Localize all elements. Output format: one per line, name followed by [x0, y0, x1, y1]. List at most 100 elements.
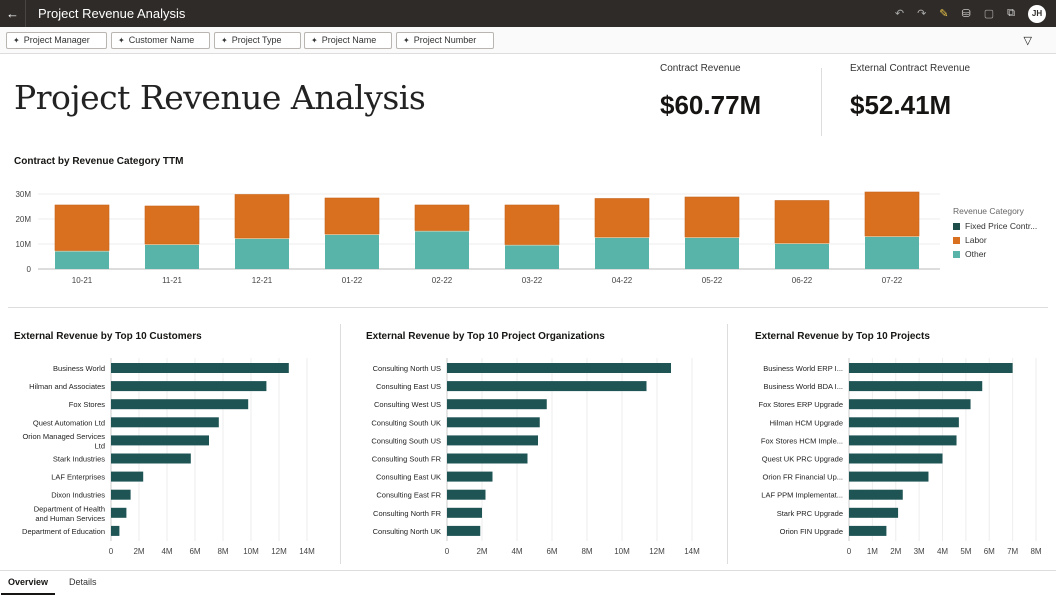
x-tick-label: 12-21	[252, 276, 273, 285]
category-label: Consulting East FR	[376, 491, 441, 500]
bar	[849, 435, 957, 446]
bar	[447, 435, 538, 446]
tab-details[interactable]: Details	[69, 577, 97, 587]
bar	[111, 435, 209, 446]
pin-icon: ✦	[221, 36, 228, 45]
chart-title: External Revenue by Top 10 Projects	[755, 331, 930, 342]
filter-icon[interactable]: ▽	[1023, 35, 1032, 47]
y-tick-label: 0	[27, 265, 32, 274]
bar-labor	[504, 204, 560, 245]
x-tick-label: 8M	[217, 547, 228, 556]
category-label: Orion Managed Services Ltd	[22, 432, 105, 451]
app-title: Project Revenue Analysis	[38, 6, 186, 21]
comment-icon[interactable]: ▢	[983, 8, 995, 20]
x-tick-label: 0	[109, 547, 114, 556]
redo-icon[interactable]: ↷	[917, 8, 927, 20]
filter-label: Customer Name	[128, 35, 195, 45]
category-label: Department of Education	[22, 527, 105, 536]
bar-labor	[684, 196, 740, 238]
category-label: Quest Automation Ltd	[33, 418, 105, 427]
legend-title: Revenue Category	[953, 206, 1024, 216]
bar-fixed-price	[325, 234, 379, 235]
legend-swatch	[953, 250, 960, 258]
x-tick-label: 10-21	[72, 276, 93, 285]
x-tick-label: 4M	[511, 547, 522, 556]
filter-label: Project Name	[321, 35, 377, 45]
category-label: Stark Industries	[53, 455, 105, 464]
avatar[interactable]: JH	[1028, 4, 1046, 23]
category-label: Fox Stores HCM Imple...	[761, 436, 843, 445]
undo-icon[interactable]: ↶	[894, 8, 905, 20]
filter-project-name[interactable]: ✦ Project Name	[304, 32, 392, 49]
y-tick-label: 30M	[15, 190, 31, 199]
filter-customer-name[interactable]: ✦ Customer Name	[111, 32, 210, 49]
x-tick-label: 14M	[684, 547, 700, 556]
data-icon[interactable]: ⛁	[961, 8, 971, 20]
bar	[447, 363, 671, 373]
category-label: Consulting South US	[371, 436, 441, 445]
x-tick-label: 01-22	[342, 276, 363, 285]
x-tick-label: 7M	[1007, 547, 1018, 556]
bar	[849, 471, 929, 482]
tab-overview[interactable]: Overview	[0, 577, 56, 595]
category-label: Fox Stores	[69, 400, 106, 409]
x-tick-label: 02-22	[432, 276, 453, 285]
bar	[111, 471, 144, 482]
x-tick-label: 04-22	[612, 276, 633, 285]
legend-item-labor[interactable]: Labor	[953, 235, 1037, 245]
kpi-external-contract-revenue: External Contract Revenue $52.41M	[850, 63, 970, 121]
bar-other	[415, 231, 469, 269]
divider	[8, 307, 1048, 308]
x-tick-label: 8M	[581, 547, 592, 556]
x-tick-label: 2M	[476, 547, 487, 556]
filter-project-number[interactable]: ✦ Project Number	[396, 32, 494, 49]
bar	[111, 507, 127, 518]
bar	[849, 507, 899, 518]
bar	[447, 471, 493, 482]
filter-bar: ✦ Project Manager ✦ Customer Name ✦ Project…	[0, 27, 1056, 54]
bar-labor	[324, 197, 380, 235]
bar	[111, 453, 191, 464]
bar	[447, 399, 547, 410]
x-tick-label: 2M	[133, 547, 144, 556]
kpi-label: Contract Revenue	[660, 63, 741, 74]
legend-item-fixed-price[interactable]: Fixed Price Contr...	[953, 221, 1037, 231]
legend-label: Other	[965, 249, 987, 259]
edit-icon[interactable]: ✎	[939, 8, 949, 20]
x-tick-label: 6M	[189, 547, 200, 556]
legend-swatch	[953, 236, 960, 244]
present-icon[interactable]: ⧉	[1007, 7, 1015, 19]
filter-project-manager[interactable]: ✦ Project Manager	[6, 32, 107, 49]
category-label: Consulting East UK	[376, 473, 441, 482]
back-arrow-icon[interactable]: ←	[0, 0, 26, 27]
bar	[111, 417, 219, 428]
bar-fixed-price	[415, 230, 469, 232]
x-tick-label: 4M	[161, 547, 172, 556]
bar-fixed-price	[595, 237, 649, 238]
x-tick-label: 5M	[960, 547, 971, 556]
bar	[447, 489, 486, 500]
bar-other	[55, 251, 109, 269]
bar-labor	[144, 205, 200, 245]
bar-other	[505, 245, 559, 269]
organizations-bar-chart: 0 2M 4M 6M 8M 10M 12M 14M Consulting North US Con…	[371, 358, 700, 556]
x-tick-label: 07-22	[882, 276, 903, 285]
category-label: Consulting South FR	[372, 455, 442, 464]
x-tick-label: 8M	[1030, 547, 1041, 556]
x-tick-label: 1M	[867, 547, 878, 556]
pin-icon: ✦	[403, 36, 410, 45]
filter-label: Project Manager	[23, 35, 90, 45]
bar-labor	[54, 204, 110, 251]
kpi-contract-revenue: Contract Revenue $60.77M	[660, 63, 761, 121]
x-tick-label: 06-22	[792, 276, 813, 285]
bar	[849, 525, 887, 536]
bar	[111, 489, 131, 500]
bar-fixed-price	[685, 237, 739, 238]
chart-title: External Revenue by Top 10 Customers	[14, 331, 202, 342]
legend-item-other[interactable]: Other	[953, 249, 1037, 259]
x-tick-label: 0	[847, 547, 852, 556]
divider	[340, 324, 341, 564]
divider	[727, 324, 728, 564]
bar	[447, 417, 540, 428]
filter-project-type[interactable]: ✦ Project Type	[214, 32, 301, 49]
